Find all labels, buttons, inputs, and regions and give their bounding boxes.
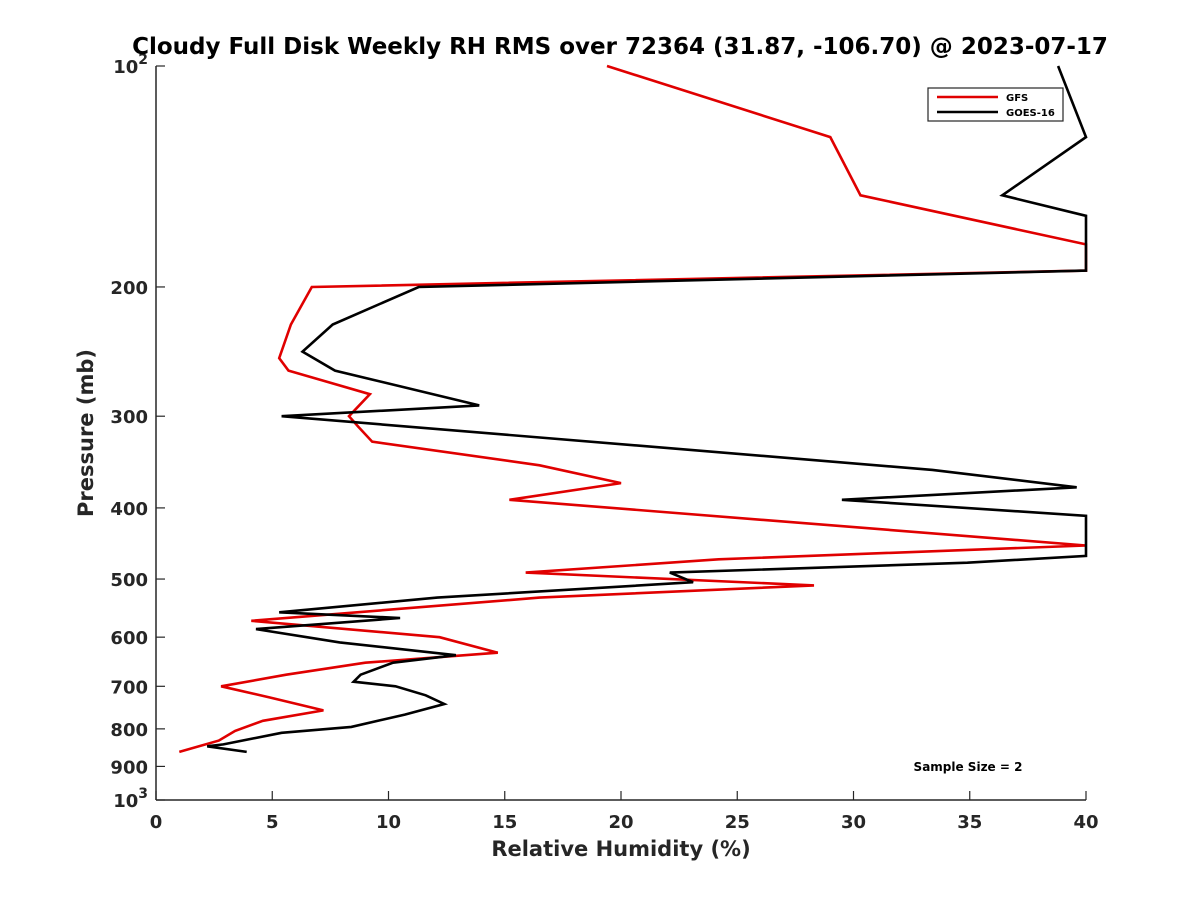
series-layer bbox=[178, 64, 1088, 754]
x-tick-label: 5 bbox=[266, 812, 279, 833]
series-line-goes-16 bbox=[207, 65, 1088, 754]
x-tick-label: 35 bbox=[957, 812, 982, 833]
y-ticks: 102 200 300 400 500 600 700 800 900 103 bbox=[110, 52, 165, 812]
legend-box bbox=[927, 87, 1064, 122]
x-tick-label: 20 bbox=[608, 812, 633, 833]
y-tick-label: 800 bbox=[110, 720, 148, 741]
y-tick-label: 300 bbox=[110, 407, 148, 428]
y-tick-label: 103 bbox=[113, 786, 148, 812]
legend: GFS GOES-16 bbox=[927, 87, 1064, 122]
plot-frame bbox=[155, 66, 1086, 801]
x-tick-label: 0 bbox=[150, 812, 163, 833]
x-ticks: 0 5 10 15 20 25 30 35 40 bbox=[150, 791, 1099, 833]
y-tick-label: 700 bbox=[110, 677, 148, 698]
x-tick-label: 15 bbox=[492, 812, 517, 833]
y-tick-label: 600 bbox=[110, 628, 148, 649]
series-line-gfs bbox=[178, 64, 1088, 754]
legend-label-gfs: GFS bbox=[1006, 93, 1028, 104]
legend-label-goes-16: GOES-16 bbox=[1006, 108, 1055, 119]
x-axis-label: Relative Humidity (%) bbox=[491, 837, 750, 861]
sample-size-annotation: Sample Size = 2 bbox=[914, 760, 1023, 774]
x-tick-label: 10 bbox=[376, 812, 401, 833]
y-tick-label: 200 bbox=[110, 278, 148, 299]
y-tick-label: 500 bbox=[110, 570, 148, 591]
y-tick-label: 400 bbox=[110, 499, 148, 520]
x-tick-label: 40 bbox=[1073, 812, 1098, 833]
x-tick-label: 25 bbox=[725, 812, 750, 833]
chart-title: Cloudy Full Disk Weekly RH RMS over 7236… bbox=[132, 34, 1108, 60]
y-tick-label: 900 bbox=[110, 757, 148, 778]
y-tick-label: 102 bbox=[113, 52, 148, 78]
x-tick-label: 30 bbox=[841, 812, 866, 833]
y-axis-label: Pressure (mb) bbox=[74, 349, 98, 517]
